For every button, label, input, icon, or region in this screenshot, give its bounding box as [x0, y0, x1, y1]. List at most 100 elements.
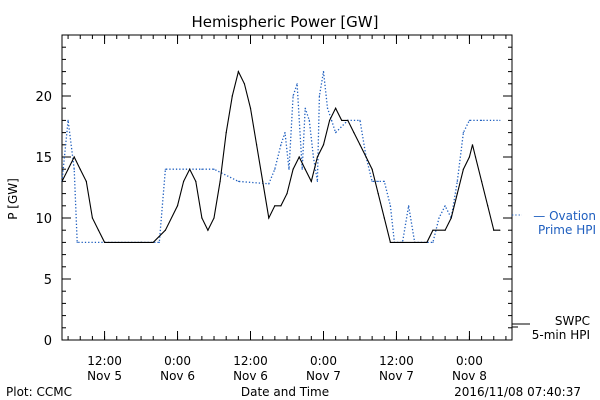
data-point — [316, 180, 319, 182]
data-point — [326, 107, 329, 109]
data-point — [359, 119, 361, 121]
data-point — [73, 156, 75, 158]
data-point — [468, 119, 471, 121]
data-point — [280, 205, 282, 207]
data-point — [103, 241, 106, 243]
data-point — [195, 180, 197, 182]
plot-frame — [61, 34, 513, 341]
data-point — [164, 229, 166, 231]
x-tick-label-time: 12:00 — [233, 354, 268, 368]
data-point — [474, 156, 477, 158]
data-point — [243, 83, 246, 85]
data-point — [330, 119, 333, 121]
data-point — [377, 193, 379, 195]
data-point — [438, 217, 440, 219]
data-point — [371, 180, 373, 182]
x-axis-label: Date and Time — [241, 385, 329, 399]
data-point — [286, 193, 288, 195]
x-tick-label-date: Nov 7 — [306, 369, 341, 383]
x-tick-label-date: Nov 6 — [160, 369, 195, 383]
data-point — [432, 241, 434, 243]
data-point — [201, 168, 203, 170]
footer-timestamp: 2016/11/08 07:40:37 — [454, 385, 581, 399]
footer-plot-source: Plot: CCMC — [6, 385, 72, 399]
data-point — [322, 144, 325, 146]
series-group — [61, 70, 501, 243]
data-point — [383, 180, 385, 182]
legend-ovation-text: — Ovation — [533, 209, 596, 223]
data-point — [164, 168, 166, 170]
data-point — [444, 229, 446, 231]
data-point — [401, 241, 404, 243]
data-point — [176, 205, 179, 207]
x-tick-label-date: Nov 7 — [379, 369, 414, 383]
data-point — [456, 180, 458, 182]
legend-swpc-text: 5-min HPI — [532, 328, 590, 342]
data-point — [183, 180, 185, 182]
data-point — [189, 168, 191, 170]
data-point — [480, 119, 483, 121]
data-point — [152, 241, 154, 243]
data-point — [91, 217, 94, 219]
x-tick-label-time: 12:00 — [379, 354, 414, 368]
legend-swpc-text: SWPC — [555, 314, 590, 328]
data-point — [292, 168, 294, 170]
data-point — [322, 71, 325, 73]
data-point — [237, 71, 239, 73]
data-point — [347, 119, 349, 121]
data-point — [219, 180, 221, 182]
data-point — [341, 119, 343, 121]
y-tick-label: 20 — [35, 90, 52, 105]
data-point — [268, 217, 270, 219]
data-point — [280, 144, 282, 146]
data-point — [444, 205, 446, 207]
data-point — [426, 241, 428, 243]
data-point — [213, 168, 215, 170]
data-point — [480, 180, 483, 182]
data-point — [213, 217, 215, 219]
data-point — [274, 205, 276, 207]
data-point — [359, 144, 361, 146]
data-point — [328, 119, 331, 121]
series-layer — [61, 70, 501, 244]
data-point — [301, 168, 303, 170]
data-point — [335, 132, 337, 134]
data-point — [365, 156, 367, 158]
data-point — [298, 156, 300, 158]
data-point — [432, 229, 434, 231]
data-point — [79, 168, 81, 170]
data-point — [67, 119, 69, 121]
swpc-series-line — [61, 70, 500, 243]
data-point — [288, 168, 290, 170]
data-point — [237, 180, 239, 182]
series-group — [61, 71, 501, 244]
data-point — [499, 119, 501, 121]
data-point — [308, 119, 310, 121]
x-tick-label-date: Nov 5 — [87, 369, 122, 383]
data-point — [353, 132, 355, 134]
x-tick-label-date: Nov 6 — [233, 369, 268, 383]
data-point — [371, 168, 373, 170]
data-point — [414, 241, 416, 243]
data-point — [61, 180, 63, 182]
y-axis-label: P [GW] — [6, 178, 20, 220]
data-point — [468, 156, 471, 158]
data-point — [377, 180, 379, 182]
data-point — [335, 107, 337, 109]
x-tick-label-time: 0:00 — [456, 354, 483, 368]
y-tick-label: 15 — [35, 151, 52, 166]
x-tick-label-time: 12:00 — [87, 354, 122, 368]
data-point — [318, 95, 321, 97]
data-point — [389, 241, 391, 243]
chart-title: Hemispheric Power [GW] — [192, 13, 379, 31]
data-point — [67, 168, 69, 170]
data-point — [284, 132, 286, 134]
data-point — [201, 217, 203, 219]
data-point — [304, 168, 306, 170]
data-point — [207, 229, 209, 231]
data-point — [97, 229, 100, 231]
data-point — [140, 241, 142, 243]
legend-ovation-text: Prime HPI — [538, 223, 596, 237]
y-tick-label: 0 — [44, 334, 52, 349]
